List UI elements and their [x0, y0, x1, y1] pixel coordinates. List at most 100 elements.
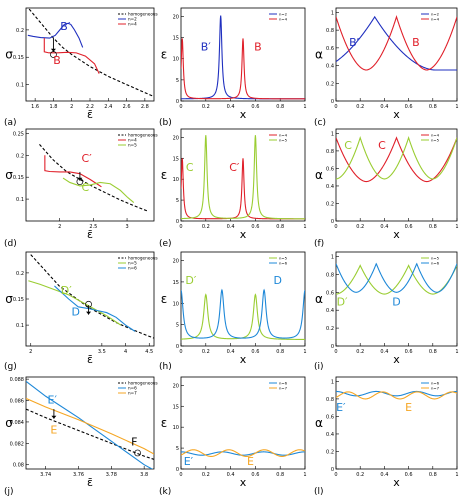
y-tick-label: 10 — [173, 177, 179, 183]
legend-entry: n=4 — [431, 133, 440, 138]
x-tick-label: 3.74 — [40, 472, 51, 478]
point-label: E′ — [48, 394, 58, 407]
series-line-n-4 — [43, 38, 100, 74]
x-tick-label: 3 — [125, 224, 128, 230]
point-label: E′ — [336, 401, 346, 414]
y-tick-label: 0.8 — [326, 149, 334, 155]
y-tick-label: 0.2 — [16, 28, 24, 34]
plot-frame — [180, 128, 306, 222]
point-label: D — [392, 296, 400, 309]
point-label: E — [405, 401, 412, 414]
x-tick-label: 0 — [334, 472, 337, 478]
x-tick-label: 0.4 — [380, 224, 388, 230]
y-tick-label: 0 — [176, 99, 179, 105]
y-tick-label: 0.08 — [13, 463, 24, 469]
legend-entry: n=7 — [128, 391, 137, 396]
y-tick-label: 0.4 — [326, 184, 334, 190]
y-tick-label: 0.2 — [326, 201, 334, 207]
arrow-head — [50, 48, 56, 52]
x-tick-label: 0.8 — [429, 472, 437, 478]
plot-frame — [180, 7, 306, 102]
x-axis-label: x — [240, 476, 247, 489]
x-tick-label: 2 — [70, 104, 73, 110]
x-tick-label: 0.8 — [429, 104, 437, 110]
y-tick-label: 5 — [176, 446, 179, 452]
y-tick-label: 20 — [173, 383, 179, 389]
y-tick-label: 0.15 — [13, 55, 24, 61]
y-tick-label: 0.2 — [16, 153, 24, 159]
x-tick-label: 0.8 — [429, 349, 437, 355]
x-tick-label: 2.8 — [141, 104, 149, 110]
y-tick-label: 0.6 — [326, 414, 334, 420]
x-axis-label: ε̄ — [87, 353, 93, 366]
plot-frame — [25, 128, 155, 222]
x-tick-label: 0 — [179, 349, 182, 355]
x-tick-label: 0.4 — [227, 472, 235, 478]
point-label: E — [50, 424, 57, 437]
y-tick-label: 15 — [173, 156, 179, 162]
panel-g: 2 3.5 4 4.5 0.1 0.15 0.2 ε̄ σ (g) homogeneousn=5n=… — [4, 251, 158, 372]
x-tick-label: 0 — [179, 472, 182, 478]
y-tick-label: 0.088 — [10, 377, 24, 383]
panel-label: (j) — [4, 487, 14, 497]
x-tick-label: 0.8 — [276, 104, 284, 110]
x-tick-label: 4.5 — [145, 349, 153, 355]
x-axis-label: x — [393, 353, 400, 366]
x-axis-label: ε̄ — [87, 108, 93, 121]
y-axis-label: α — [315, 48, 323, 62]
panel-i: 0 0.2 0.4 0.6 0.8 1 0 0.2 0.4 0.6 0.8 1 x α (i) n=5n=6 D… — [314, 251, 459, 372]
y-axis-label: σ — [5, 48, 13, 62]
series-group — [181, 449, 305, 457]
legend-entry: n=6 — [128, 266, 137, 271]
series-group — [336, 390, 457, 400]
series-group — [181, 288, 305, 340]
plot-frame — [180, 251, 306, 347]
x-tick-label: 1 — [455, 224, 458, 230]
series-line-n-7 — [181, 449, 305, 457]
x-tick-label: 1 — [303, 349, 306, 355]
x-tick-label: 1 — [455, 104, 458, 110]
series-line-n-6 — [336, 390, 457, 397]
x-tick-label: 0.6 — [405, 349, 413, 355]
y-tick-label: 5 — [176, 323, 179, 329]
x-axis-label: ε̄ — [87, 228, 93, 241]
x-tick-label: 0.4 — [227, 224, 235, 230]
x-tick-label: 0.6 — [251, 224, 259, 230]
legend-entry: n=6 — [279, 261, 288, 266]
legend-entry: n=4 — [128, 22, 137, 27]
x-tick-label: 0.2 — [202, 349, 210, 355]
y-tick-label: 0.086 — [10, 399, 24, 405]
y-tick-label: 0.15 — [13, 297, 24, 303]
x-tick-label: 1.6 — [31, 104, 39, 110]
legend-entry: homogeneous — [128, 256, 158, 261]
x-axis-label: x — [393, 476, 400, 489]
arrow-head — [77, 177, 83, 181]
x-tick-label: 1 — [455, 472, 458, 478]
y-tick-label: 10 — [173, 57, 179, 63]
x-tick-label: 0.6 — [251, 349, 259, 355]
series-line-n-6 — [26, 380, 154, 469]
x-tick-label: 0.2 — [202, 104, 210, 110]
point-label: C — [81, 181, 89, 194]
legend-entry: homogeneous — [128, 381, 158, 386]
panel-label: (l) — [314, 487, 324, 497]
point-label: C — [378, 139, 386, 152]
panel-label: (k) — [159, 487, 171, 497]
x-tick-label: 0.6 — [251, 104, 259, 110]
y-tick-label: 1 — [331, 379, 334, 385]
point-label: B′ — [60, 20, 71, 33]
x-tick-label: 3.5 — [98, 349, 106, 355]
x-tick-label: 3.78 — [106, 472, 117, 478]
y-tick-label: 0.8 — [326, 272, 334, 278]
y-axis-label: α — [315, 416, 323, 430]
legend-entry: n=7 — [431, 386, 440, 391]
series-line-n-5 — [336, 264, 457, 295]
x-tick-label: 0.4 — [227, 104, 235, 110]
x-tick-label: 2 — [58, 224, 61, 230]
series-line-n-2 — [27, 22, 84, 48]
panel-label: (c) — [314, 118, 326, 128]
x-tick-label: 0.4 — [227, 349, 235, 355]
series-line-n-4 — [44, 155, 102, 188]
